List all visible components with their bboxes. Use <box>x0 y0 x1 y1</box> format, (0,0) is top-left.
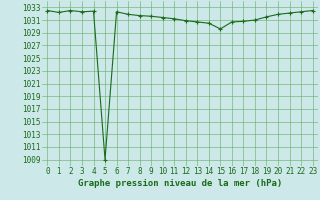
X-axis label: Graphe pression niveau de la mer (hPa): Graphe pression niveau de la mer (hPa) <box>78 179 282 188</box>
